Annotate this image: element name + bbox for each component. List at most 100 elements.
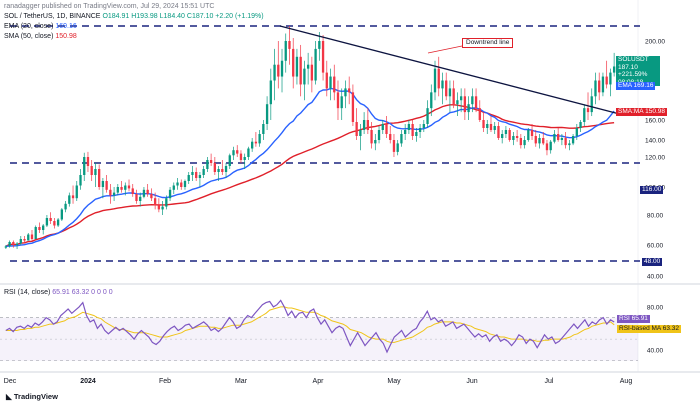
candle-body bbox=[71, 195, 75, 199]
candle-body bbox=[105, 181, 108, 190]
candle-body bbox=[30, 234, 34, 239]
support-upper-badge: 116.00 bbox=[640, 186, 664, 194]
candle-body bbox=[418, 128, 422, 132]
candle-body bbox=[38, 227, 41, 230]
candle-body bbox=[392, 140, 396, 152]
candle-body bbox=[441, 80, 444, 89]
candle-body bbox=[318, 41, 321, 49]
rsi-ma-badge-value: 63.32 bbox=[662, 325, 680, 332]
candle-body bbox=[273, 64, 276, 81]
sma-50-line bbox=[5, 104, 615, 247]
candle-body bbox=[161, 206, 164, 210]
candle-body bbox=[19, 239, 22, 244]
candle-body bbox=[45, 218, 49, 226]
candle-body bbox=[94, 169, 97, 175]
candle-body bbox=[53, 221, 56, 226]
rsi-pane bbox=[0, 299, 638, 361]
time-tick-label: Jul bbox=[545, 378, 554, 385]
last-price-badge: SOLUSDT 187.10 +221.59% 08:08:18 bbox=[616, 56, 660, 86]
candle-body bbox=[426, 108, 429, 124]
support-upper-value: 116.00 bbox=[642, 186, 662, 193]
candle-body bbox=[601, 76, 605, 93]
horizontal-levels bbox=[10, 25, 640, 262]
candle-body bbox=[206, 160, 209, 169]
candle-body bbox=[224, 166, 228, 172]
candle-body bbox=[247, 148, 250, 157]
candle-body bbox=[221, 169, 224, 172]
candle-body bbox=[549, 141, 552, 151]
candle-body bbox=[213, 163, 216, 172]
time-tick-label: 2024 bbox=[80, 378, 96, 385]
time-tick-label: May bbox=[387, 378, 401, 385]
candle-body bbox=[277, 64, 280, 77]
candle-body bbox=[295, 56, 299, 77]
sma-badge-value: 150.98 bbox=[645, 108, 665, 115]
candle-body bbox=[180, 182, 183, 187]
candle-body bbox=[83, 157, 86, 175]
candle-body bbox=[534, 136, 537, 144]
candle-body bbox=[262, 124, 265, 134]
candle-body bbox=[292, 48, 295, 77]
price-tick-label: 160.00 bbox=[645, 118, 665, 125]
candle-body bbox=[609, 72, 612, 85]
candle-body bbox=[348, 88, 351, 93]
candle-body bbox=[351, 92, 355, 122]
candle-body bbox=[605, 76, 608, 85]
candle-body bbox=[583, 108, 586, 122]
candle-body bbox=[314, 48, 317, 81]
candle-body bbox=[333, 76, 336, 93]
candle-body bbox=[374, 140, 377, 144]
candle-body bbox=[23, 239, 26, 241]
candle-body bbox=[109, 189, 112, 196]
candle-body bbox=[437, 68, 440, 89]
candle-body bbox=[385, 124, 388, 134]
candle-body bbox=[195, 172, 198, 178]
candle-body bbox=[284, 41, 287, 61]
candle-body bbox=[127, 185, 131, 189]
candle-body bbox=[579, 122, 582, 128]
candle-body bbox=[49, 218, 52, 221]
candle-body bbox=[493, 126, 496, 130]
rsi-line bbox=[5, 299, 615, 354]
candle-body bbox=[142, 189, 146, 197]
candle-body bbox=[478, 108, 481, 120]
footer-brand: ◣ TradingView bbox=[6, 392, 58, 401]
price-tick-label: 120.00 bbox=[645, 155, 665, 162]
sma-legend-value: 150.98 bbox=[55, 33, 77, 40]
candle-body bbox=[542, 138, 545, 144]
candle-body bbox=[258, 134, 261, 144]
rsi-legend-text: RSI (14, close) bbox=[4, 289, 51, 296]
candle-body bbox=[131, 188, 134, 194]
candle-body bbox=[98, 169, 101, 187]
candle-body bbox=[538, 138, 541, 144]
time-tick-label: Aug bbox=[620, 378, 633, 385]
candle-body bbox=[228, 155, 231, 166]
candle-body bbox=[288, 41, 291, 49]
candle-body bbox=[209, 160, 213, 163]
candle-body bbox=[396, 143, 399, 152]
candle-body bbox=[415, 132, 418, 136]
candle-body bbox=[575, 128, 578, 136]
rsi-badge-tag: RSI bbox=[619, 315, 630, 322]
candle-body bbox=[512, 136, 515, 140]
candle-body bbox=[366, 120, 369, 130]
candle-body bbox=[586, 108, 590, 113]
candle-body bbox=[497, 126, 500, 138]
candle-body bbox=[243, 157, 246, 160]
candle-body bbox=[153, 198, 157, 206]
author-text: ranadagger published on TradingView.com,… bbox=[4, 3, 215, 10]
ema-badge-value: 169.16 bbox=[633, 82, 654, 89]
candle-body bbox=[269, 80, 272, 105]
candle-body bbox=[310, 64, 314, 81]
candle-body bbox=[42, 225, 45, 230]
tradingview-logo-icon: ◣ bbox=[6, 392, 12, 401]
rsi-legend: RSI (14, close) 65.91 63.32 0 0 0 0 bbox=[4, 288, 113, 297]
candle-body bbox=[306, 64, 310, 69]
candle-body bbox=[489, 124, 493, 130]
candle-body bbox=[445, 80, 448, 97]
candle-body bbox=[504, 130, 508, 134]
candle-body bbox=[471, 96, 474, 105]
downtrend-line bbox=[279, 25, 621, 115]
candle-body bbox=[501, 134, 504, 138]
candle-body bbox=[303, 68, 306, 85]
